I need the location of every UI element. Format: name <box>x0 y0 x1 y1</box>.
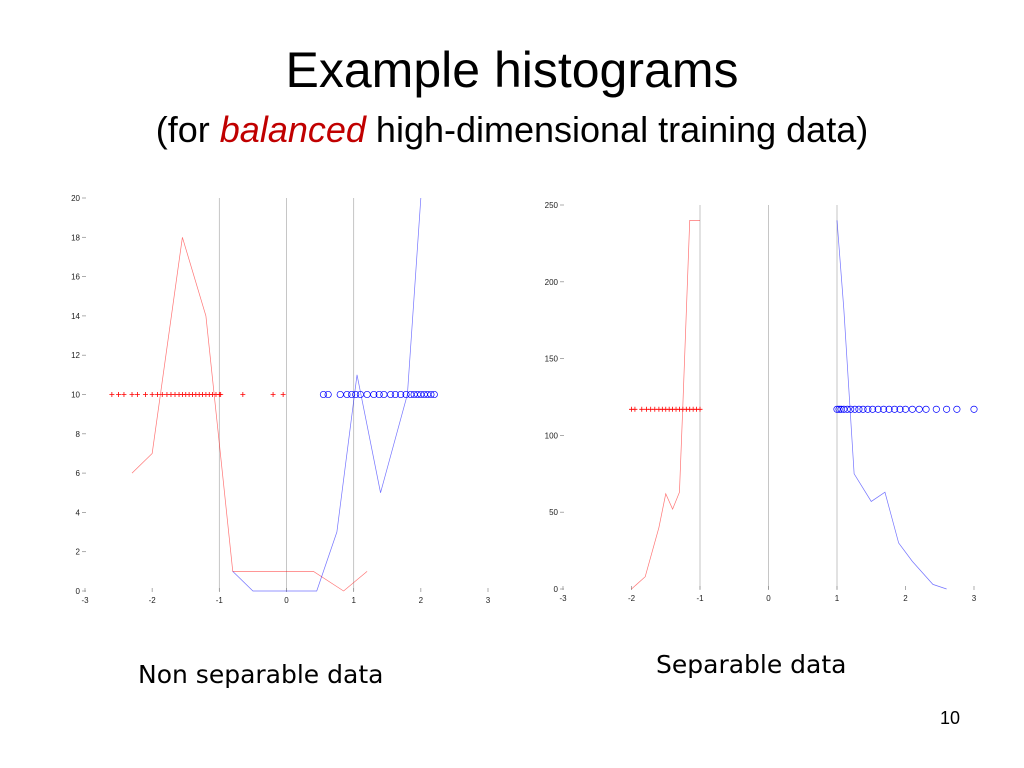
chart0-red-point <box>121 392 127 397</box>
chart0-series-line-red <box>131 237 368 592</box>
chart1-blue-point <box>970 405 978 413</box>
chart0-red-point <box>129 392 135 397</box>
chart1-y-tick-label: 150 <box>545 355 559 364</box>
chart0-blue-point <box>343 390 351 399</box>
chart0-red-point <box>149 392 155 397</box>
chart1-blue-point <box>908 405 916 413</box>
chart0-red-point <box>134 392 140 397</box>
chart1-x-tick-label: -2 <box>628 594 636 603</box>
chart1-blue-point <box>901 405 910 413</box>
chart0-red-point <box>280 392 286 397</box>
chart1-x-tick-label: 3 <box>972 594 977 603</box>
chart1-blue-point <box>896 405 904 413</box>
chart1-series-line-red <box>631 220 700 590</box>
chart0-y-tick-label: 18 <box>71 233 80 242</box>
chart0-red-point <box>218 392 224 397</box>
chart1-red-point <box>639 406 645 412</box>
chart0-y-tick-label: 4 <box>76 508 81 517</box>
chart0-blue-point <box>363 390 371 399</box>
chart0-blue-point <box>391 390 399 399</box>
chart0-blue-point <box>348 390 356 399</box>
chart0-blue-point <box>397 390 405 399</box>
chart1-y-tick-label: 100 <box>545 431 559 440</box>
chart0-red-point <box>270 392 276 397</box>
chart0-blue-point <box>370 390 378 399</box>
chart0-red-point <box>240 392 246 397</box>
chart0-y-tick-label: 20 <box>71 194 80 203</box>
chart0-red-point <box>155 392 161 397</box>
subtitle-rest: high-dimensional training data) <box>365 109 869 150</box>
chart0-y-tick-label: 14 <box>71 312 80 321</box>
subtitle-emphasis: balanced <box>219 109 366 150</box>
chart1-blue-point <box>885 405 893 413</box>
page-number: 10 <box>939 708 960 728</box>
chart0-y-tick-label: 10 <box>71 391 80 400</box>
chart1-blue-point <box>869 405 877 413</box>
chart1-y-tick-label: 50 <box>549 508 558 517</box>
chart1-x-tick-label: -1 <box>696 594 704 603</box>
chart0-blue-point <box>324 390 332 399</box>
caption-non-separable: Non separable data <box>138 660 384 689</box>
chart0-x-tick-label: 0 <box>284 596 289 605</box>
chart0-y-tick-label: 2 <box>76 548 81 557</box>
chart0-x-tick-label: -1 <box>216 596 224 605</box>
chart0-blue-point <box>427 390 435 399</box>
chart1-blue-point <box>922 405 930 413</box>
chart0-x-tick-label: 1 <box>351 596 356 605</box>
chart1-y-tick-label: 0 <box>554 585 559 594</box>
chart1-blue-point <box>859 405 867 413</box>
chart0-blue-point <box>336 390 344 399</box>
chart0-x-tick-label: 3 <box>486 596 491 605</box>
chart0-blue-point <box>375 390 383 399</box>
chart1-blue-point <box>943 405 951 413</box>
chart1-blue-point <box>880 405 888 413</box>
chart1-blue-point <box>855 405 863 413</box>
chart1-blue-point <box>835 405 843 413</box>
chart0-y-tick-label: 0 <box>76 587 81 596</box>
chart1-x-tick-label: 0 <box>766 594 771 603</box>
chart0-y-tick-label: 12 <box>71 351 80 360</box>
chart1-red-point <box>632 406 638 412</box>
chart1-blue-point <box>874 405 882 413</box>
chart1-blue-point <box>847 405 855 413</box>
slide-title: Example histograms <box>285 42 739 98</box>
chart0-blue-point <box>387 390 395 399</box>
chart0-red-point <box>159 392 165 397</box>
chart0-x-tick-label: -2 <box>149 596 157 605</box>
chart1-y-tick-label: 250 <box>545 201 559 210</box>
slide-subtitle: (for balanced high-dimensional training … <box>0 108 1024 152</box>
chart0-x-tick-label: 2 <box>419 596 424 605</box>
chart1-x-tick-label: 2 <box>903 594 908 603</box>
chart0-red-point <box>109 392 115 397</box>
chart1-blue-point <box>833 405 841 413</box>
chart0-blue-point <box>319 390 327 399</box>
chart1-blue-point <box>953 405 961 413</box>
chart1-series-line-blue <box>836 220 947 590</box>
chart1-y-tick-label: 200 <box>545 278 559 287</box>
subtitle-open: (for <box>155 109 220 150</box>
chart0-blue-point <box>430 390 438 399</box>
chart1-blue-point <box>890 405 899 413</box>
chart1-blue-point <box>915 405 923 413</box>
chart1-red-point <box>697 406 703 412</box>
chart1-x-tick-label: 1 <box>835 594 840 603</box>
chart0-blue-point <box>352 390 360 399</box>
chart1-x-tick-label: -3 <box>559 594 567 603</box>
chart0-y-tick-label: 6 <box>76 469 81 478</box>
chart0-red-point <box>142 392 148 397</box>
chart0-blue-point <box>402 390 410 399</box>
caption-separable: Separable data <box>656 650 847 679</box>
chart1-blue-point <box>840 405 848 413</box>
chart1-blue-point <box>932 405 940 413</box>
chart0-y-tick-label: 16 <box>71 273 80 282</box>
chart1-blue-point <box>864 405 872 413</box>
chart0-red-point <box>116 392 122 397</box>
chart0-x-tick-label: -3 <box>81 596 89 605</box>
chart0-series-line-blue <box>232 197 422 592</box>
chart0-y-tick-label: 8 <box>76 430 81 439</box>
chart1-blue-point <box>851 405 859 413</box>
chart0-blue-point <box>380 390 388 399</box>
chart1-blue-point <box>843 405 851 413</box>
